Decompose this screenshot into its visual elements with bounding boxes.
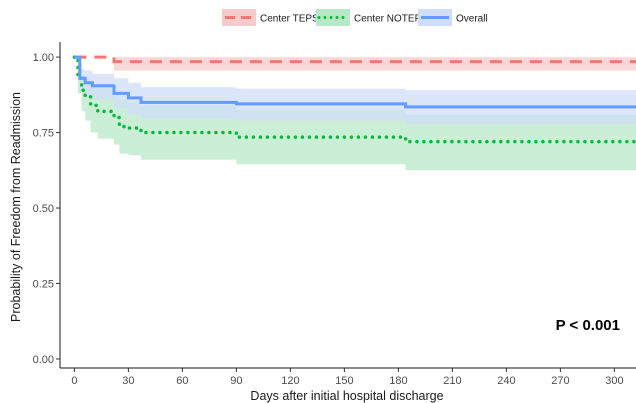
legend-item-center-notep: Center NOTEP	[316, 9, 422, 26]
confidence-bands	[74, 57, 636, 171]
line-center-teps	[74, 55, 636, 64]
line-center-notep	[72, 55, 636, 144]
y-axis-title: Probability of Freedom from Readmission	[9, 92, 23, 322]
survival-lines	[72, 55, 636, 144]
x-tick-label: 90	[230, 375, 242, 387]
legend-key-band	[222, 9, 256, 26]
x-tick-label: 60	[176, 375, 188, 387]
y-tick-label: 0.75	[33, 128, 54, 140]
legend-label: Overall	[456, 14, 488, 25]
legend-key-band	[316, 9, 350, 26]
x-axis-title: Days after initial hospital discharge	[250, 389, 443, 403]
x-tick-label: 210	[443, 375, 461, 387]
x-tick-label: 270	[551, 375, 569, 387]
x-tick-label: 120	[281, 375, 299, 387]
x-tick-label: 30	[122, 375, 134, 387]
axes: 0.00 0.25 0.50 0.75 1.00 0 30 60 90 120 150 180 210 2…	[33, 42, 636, 387]
x-tick-label: 300	[605, 375, 623, 387]
y-tick-label: 0.50	[33, 203, 54, 215]
x-tick-label: 0	[71, 375, 77, 387]
legend-item-overall: Overall	[418, 9, 488, 26]
legend-label: Center NOTEP	[354, 14, 422, 25]
y-tick-label: 1.00	[33, 52, 54, 64]
x-tick-label: 180	[389, 375, 407, 387]
legend-label: Center TEPS	[260, 14, 319, 25]
legend-item-center-teps: Center TEPS	[222, 9, 319, 26]
y-tick-label: 0.00	[33, 354, 54, 366]
x-tick-label: 150	[335, 375, 353, 387]
p-value-annotation: P < 0.001	[556, 317, 620, 334]
line-overall	[74, 55, 636, 109]
x-tick-label: 240	[497, 375, 515, 387]
band-center-teps	[74, 57, 636, 71]
y-tick-label: 0.25	[33, 278, 54, 290]
legend: Center TEPS Center NOTEP Overall	[222, 9, 488, 26]
